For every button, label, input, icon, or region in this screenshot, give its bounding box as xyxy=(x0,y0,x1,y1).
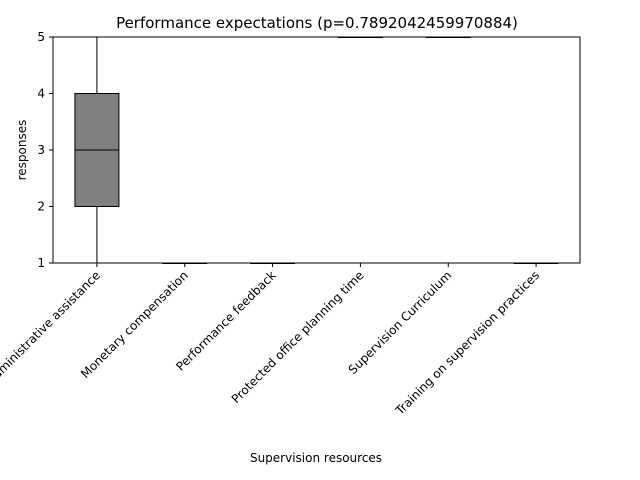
y-tick-label: 4 xyxy=(37,87,45,101)
chart-title: Performance expectations (p=0.7892042459… xyxy=(116,14,518,32)
x-tick-label: Training on supervision practices xyxy=(392,268,542,418)
y-axis: 1 2 3 4 5 xyxy=(37,30,53,270)
y-tick-label: 1 xyxy=(37,256,45,270)
y-axis-label: responses xyxy=(15,120,29,181)
y-tick-label: 2 xyxy=(37,200,45,214)
y-tick-label: 3 xyxy=(37,143,45,157)
box-group xyxy=(74,36,120,264)
plot-frame xyxy=(52,36,581,264)
y-tick-label: 5 xyxy=(37,30,45,44)
boxes-layer xyxy=(74,36,559,264)
x-tick-label: Supervision Curriculum xyxy=(346,268,455,377)
x-axis-label: Supervision resources xyxy=(250,451,382,465)
x-tick-label: Performance feedback xyxy=(173,268,278,373)
